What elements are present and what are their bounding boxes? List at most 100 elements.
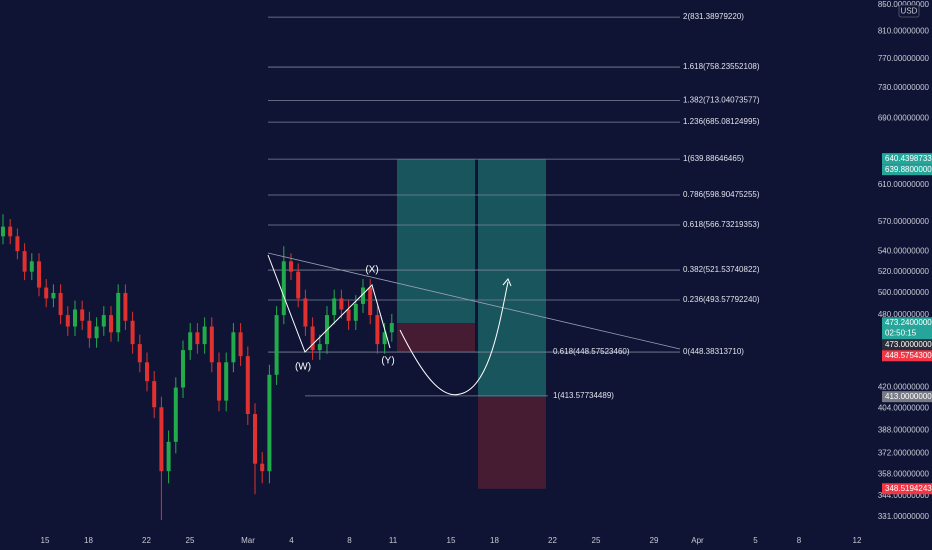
candle-body xyxy=(253,414,257,464)
candle-body xyxy=(22,251,27,272)
candle-body xyxy=(188,332,193,351)
price-badge xyxy=(882,391,932,403)
candle-body xyxy=(361,287,365,304)
price-axis xyxy=(882,0,932,550)
candle-body xyxy=(296,271,301,299)
candle-body xyxy=(281,261,286,316)
price-badge-label: 413.00000000 xyxy=(885,392,932,401)
fib-label: 1.618(758.23552108) xyxy=(683,62,760,71)
candle-body xyxy=(202,326,207,345)
candle-body xyxy=(195,332,200,345)
x-tick-label: 22 xyxy=(548,536,557,545)
x-tick-label: 29 xyxy=(650,536,659,545)
y-axis: 850.00000000 810.00000000 770.00000000 730.… xyxy=(878,0,930,521)
target-zone xyxy=(397,159,475,324)
candle-body xyxy=(339,298,344,310)
x-tick-label: 5 xyxy=(753,536,758,545)
fib-label: 1.382(713.04073577) xyxy=(683,96,760,105)
y-tick-label: 770.00000000 xyxy=(878,54,930,63)
y-tick-label: 358.00000000 xyxy=(878,469,930,478)
stop-zone xyxy=(478,396,546,489)
candle-body xyxy=(274,315,279,375)
candle-body xyxy=(289,261,293,272)
y-tick-label: 480.00000000 xyxy=(878,310,930,319)
candles xyxy=(1,214,394,521)
wave-label: (W) xyxy=(295,362,311,373)
candle-body xyxy=(317,344,322,351)
y-tick-label: 331.00000000 xyxy=(878,512,930,521)
candle-body xyxy=(101,315,106,327)
candle-body xyxy=(29,261,34,272)
x-tick-label: Apr xyxy=(691,536,704,545)
price-badge xyxy=(882,350,932,362)
candle-body xyxy=(152,381,157,408)
price-badge-label: 640.43987339 xyxy=(885,154,932,163)
wave-path xyxy=(267,254,391,353)
y-tick-label: 810.00000000 xyxy=(878,26,930,35)
candle-body xyxy=(166,441,171,472)
candle-body xyxy=(123,292,128,321)
x-tick-label: 25 xyxy=(592,536,601,545)
candle-body xyxy=(37,261,41,288)
price-badge xyxy=(882,164,932,176)
price-badges: 640.43987339 639.88000000 473.2400000002:5… xyxy=(882,153,932,495)
fib-label: 0.786(598.90475255) xyxy=(683,190,760,199)
y-tick-label: 520.00000000 xyxy=(878,267,930,276)
y-tick-label: 730.00000000 xyxy=(878,83,930,92)
price-badge xyxy=(882,483,932,495)
x-tick-label: 18 xyxy=(490,536,499,545)
x-tick-label: 22 xyxy=(142,536,151,545)
candle-body xyxy=(80,309,85,321)
currency[interactable]: USD xyxy=(901,7,918,16)
x-tick-label: 12 xyxy=(853,536,862,545)
candle-body xyxy=(51,292,56,299)
candle-body xyxy=(73,309,77,327)
x-tick-label: 15 xyxy=(447,536,456,545)
fib-label: 0.618(448.57523460) xyxy=(553,347,630,356)
fib-label: 0.618(566.73219353) xyxy=(683,220,760,229)
projection-arrow xyxy=(502,278,512,287)
price-badge-label: 348.51942434 xyxy=(885,484,932,493)
candle-body xyxy=(303,298,308,327)
stop-zone xyxy=(397,323,475,352)
candle-body xyxy=(238,332,243,357)
y-tick-label: 420.00000000 xyxy=(878,383,930,392)
price-badge xyxy=(882,153,932,165)
wave-labels: (W) (X) (Y) xyxy=(295,265,395,373)
fib-label: 1(413.57734489) xyxy=(553,391,614,400)
candle-body xyxy=(181,350,185,388)
fib-label: 0.236(493.57792240) xyxy=(683,295,760,304)
candle-body xyxy=(209,326,214,363)
y-tick-label: 404.00000000 xyxy=(878,404,930,413)
fib-label: 1(639.88646465) xyxy=(683,154,744,163)
x-tick-label: 15 xyxy=(41,536,50,545)
candle-body xyxy=(267,374,272,472)
price-badge xyxy=(882,317,932,340)
x-tick-label: 4 xyxy=(289,536,294,545)
price-badge-label: 473.24000000 xyxy=(885,318,932,327)
wave-label: (Y) xyxy=(381,356,394,367)
fib-label: 2(831.38979220) xyxy=(683,12,744,21)
x-tick-label: 8 xyxy=(347,536,352,545)
fib-label: 1.236(685.08124995) xyxy=(683,117,760,126)
currency-box[interactable] xyxy=(898,4,920,18)
candle-body xyxy=(231,332,236,363)
y-tick-label: 540.00000000 xyxy=(878,246,930,255)
projection-curve xyxy=(399,281,509,396)
candle-body xyxy=(382,332,387,345)
x-tick-label: Mar xyxy=(241,536,255,545)
candle-body xyxy=(130,320,135,345)
candle-body xyxy=(346,309,351,321)
candle-body xyxy=(173,387,178,442)
x-axis: 15 18 22 25 Mar 4 8 11 15 18 22 25 29 Apr 5 8 12 xyxy=(41,536,862,545)
candle-body xyxy=(1,226,5,237)
price-badge-label: 448.57543000 xyxy=(885,351,932,360)
price-badge-label: 473.00000000 xyxy=(885,340,932,349)
candle-body xyxy=(217,362,221,401)
y-tick-label: 850.00000000 xyxy=(878,0,930,9)
x-tick-label: 11 xyxy=(389,536,398,545)
candle-body xyxy=(116,292,121,333)
y-tick-label: 388.00000000 xyxy=(878,426,930,435)
candle-body xyxy=(224,362,229,401)
